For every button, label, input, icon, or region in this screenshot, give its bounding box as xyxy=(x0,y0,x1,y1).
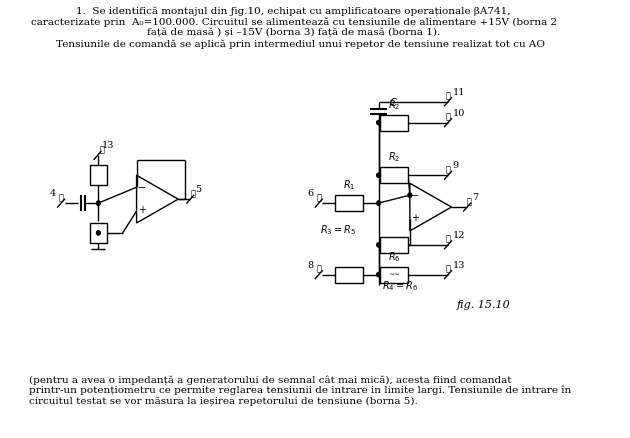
Text: printr-un potențiometru ce permite reglarea tensiunii de intrare in limite largi: printr-un potențiometru ce permite regla… xyxy=(29,386,571,396)
Text: 12: 12 xyxy=(452,231,465,240)
Text: caracterizate prin  A₀=100.000. Circuitul se alimentează cu tensiunile de alimen: caracterizate prin A₀=100.000. Circuitul… xyxy=(30,17,557,27)
Text: față de masă ) și –15V (borna 3) față de masă (borna 1).: față de masă ) și –15V (borna 3) față de… xyxy=(147,28,440,38)
Text: Tensiunile de comandă se aplică prin intermediul unui repetor de tensiune realiz: Tensiunile de comandă se aplică prin int… xyxy=(43,39,544,49)
Text: ∅: ∅ xyxy=(100,146,105,155)
Text: ∅: ∅ xyxy=(445,113,450,122)
Text: $R_4 = R_6$: $R_4 = R_6$ xyxy=(382,279,418,293)
Text: (pentru a avea o impedanță a generatorului de semnal cât mai mică), acesta fiind: (pentru a avea o impedanță a generatorul… xyxy=(29,375,512,385)
Bar xyxy=(381,115,408,131)
Circle shape xyxy=(377,120,381,125)
Text: $R_2$: $R_2$ xyxy=(388,98,401,112)
Text: +: + xyxy=(411,213,419,223)
Circle shape xyxy=(377,272,381,277)
Text: −: − xyxy=(411,191,419,201)
Text: 11: 11 xyxy=(452,88,465,97)
Text: ∅: ∅ xyxy=(59,194,64,202)
Text: ∅: ∅ xyxy=(445,266,450,274)
Text: $R_1$: $R_1$ xyxy=(343,178,355,192)
Text: ∅: ∅ xyxy=(445,236,450,244)
Circle shape xyxy=(377,201,381,205)
Text: 6: 6 xyxy=(307,189,314,198)
Text: 1.  Se identifică montajul din ƒig.10, echipat cu amplificatoare operaționale βA: 1. Se identifică montajul din ƒig.10, ec… xyxy=(76,7,511,16)
Bar xyxy=(381,167,408,183)
Text: 4: 4 xyxy=(50,189,56,198)
Text: circuitul testat se vor măsura la ieșirea repetorului de tensiune (borna 5).: circuitul testat se vor măsura la ieșire… xyxy=(29,397,418,406)
Bar xyxy=(89,165,107,185)
Text: 8: 8 xyxy=(307,261,314,270)
Text: 7: 7 xyxy=(472,193,479,202)
Text: ∅: ∅ xyxy=(190,190,195,198)
Text: 9: 9 xyxy=(452,161,459,170)
Text: ∅: ∅ xyxy=(445,166,450,174)
Bar xyxy=(381,267,408,283)
Circle shape xyxy=(377,243,381,247)
Bar xyxy=(335,195,363,211)
Text: 13: 13 xyxy=(102,141,115,150)
Text: $R_3 = R_5$: $R_3 = R_5$ xyxy=(319,223,355,237)
Text: ∅: ∅ xyxy=(316,266,321,274)
Text: ∼∼: ∼∼ xyxy=(388,272,400,278)
Text: −: − xyxy=(138,184,146,194)
Bar xyxy=(89,223,107,243)
Circle shape xyxy=(408,193,412,198)
Circle shape xyxy=(96,231,100,235)
Text: ∅: ∅ xyxy=(316,194,321,202)
Text: $C$: $C$ xyxy=(389,96,398,108)
Bar xyxy=(335,267,363,283)
Text: $R_6$: $R_6$ xyxy=(388,250,401,264)
Text: 5: 5 xyxy=(195,185,202,194)
Text: +: + xyxy=(138,205,146,215)
Bar xyxy=(381,237,408,253)
Text: ∅: ∅ xyxy=(466,198,471,206)
Circle shape xyxy=(377,173,381,177)
Circle shape xyxy=(96,201,100,205)
Text: fig. 15.10: fig. 15.10 xyxy=(457,300,510,311)
Text: $R_2$: $R_2$ xyxy=(388,151,401,164)
Text: 13: 13 xyxy=(452,261,465,270)
Text: 10: 10 xyxy=(452,109,465,118)
Text: ∅: ∅ xyxy=(445,93,450,101)
